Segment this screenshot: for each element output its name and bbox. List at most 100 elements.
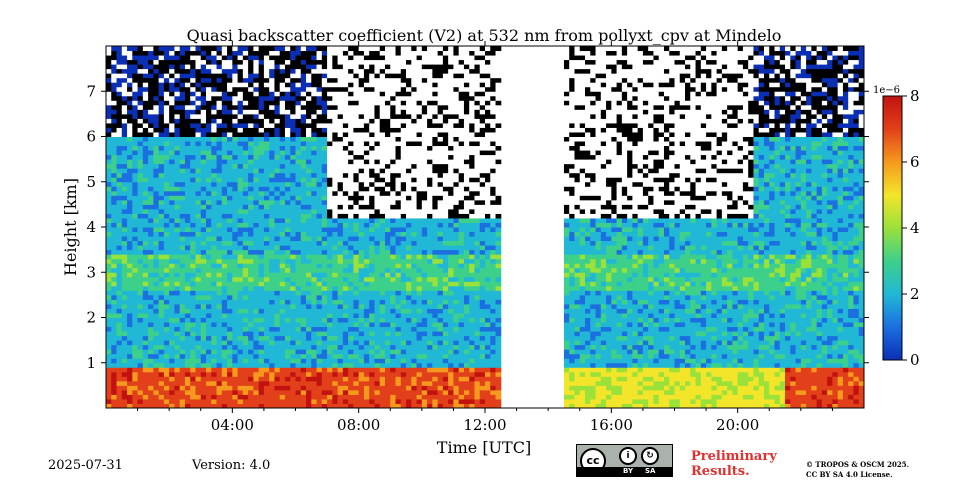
heatmap-cell bbox=[327, 104, 333, 110]
heatmap-cell bbox=[416, 331, 423, 337]
heatmap-cell bbox=[216, 163, 223, 169]
heatmap-cell bbox=[395, 276, 402, 282]
heatmap-cell bbox=[358, 227, 365, 233]
heatmap-cell bbox=[327, 141, 333, 147]
heatmap-cell bbox=[216, 127, 223, 133]
heatmap-cell bbox=[242, 299, 249, 305]
heatmap-cell bbox=[348, 86, 354, 92]
heatmap-cell bbox=[211, 290, 218, 296]
heatmap-cell bbox=[311, 272, 318, 278]
heatmap-cell bbox=[363, 95, 370, 101]
heatmap-cell bbox=[237, 46, 244, 52]
heatmap-cell bbox=[342, 254, 349, 260]
heatmap-cell bbox=[348, 376, 354, 382]
heatmap-cell bbox=[306, 245, 312, 251]
heatmap-cell bbox=[200, 340, 207, 346]
heatmap-cell bbox=[321, 154, 328, 160]
heatmap-cell bbox=[163, 113, 170, 119]
heatmap-cell bbox=[248, 312, 254, 318]
heatmap-cell bbox=[353, 55, 360, 61]
heatmap-cell bbox=[190, 254, 196, 260]
heatmap-cell bbox=[237, 394, 244, 400]
heatmap-cell bbox=[332, 195, 339, 201]
heatmap-cell bbox=[184, 245, 191, 251]
heatmap-cell bbox=[284, 100, 291, 106]
heatmap-cell bbox=[411, 100, 418, 106]
heatmap-cell bbox=[337, 245, 344, 251]
heatmap-cell bbox=[184, 331, 191, 337]
heatmap-cell bbox=[148, 59, 154, 65]
heatmap-cell bbox=[116, 245, 123, 251]
heatmap-cell bbox=[216, 371, 223, 377]
heatmap-cell bbox=[211, 141, 218, 147]
heatmap-cell bbox=[284, 326, 291, 332]
heatmap-cell bbox=[395, 204, 402, 210]
heatmap-cell bbox=[106, 109, 112, 115]
heatmap-cell bbox=[190, 231, 196, 237]
heatmap-cell bbox=[321, 77, 328, 83]
heatmap-cell bbox=[379, 281, 386, 287]
heatmap-cell bbox=[395, 227, 402, 233]
heatmap-cell bbox=[169, 303, 175, 309]
heatmap-cell bbox=[200, 104, 207, 110]
heatmap-cell bbox=[327, 150, 333, 156]
heatmap-cell bbox=[106, 195, 112, 201]
heatmap-cell bbox=[127, 380, 133, 386]
heatmap-cell bbox=[337, 55, 344, 61]
heatmap-cell bbox=[153, 59, 160, 65]
heatmap-cell bbox=[416, 240, 423, 246]
heatmap-cell bbox=[427, 249, 433, 255]
heatmap-cell bbox=[142, 367, 149, 373]
heatmap-cell bbox=[363, 312, 370, 318]
heatmap-cell bbox=[169, 122, 175, 128]
heatmap-cell bbox=[342, 380, 349, 386]
heatmap-cell bbox=[284, 118, 291, 124]
heatmap-cell bbox=[253, 367, 260, 373]
heatmap-cell bbox=[348, 172, 354, 178]
heatmap-cell bbox=[279, 91, 286, 97]
heatmap-cell bbox=[158, 181, 165, 187]
heatmap-cell bbox=[316, 398, 323, 404]
heatmap-cell bbox=[327, 340, 333, 346]
heatmap-cell bbox=[432, 294, 439, 300]
heatmap-cell bbox=[127, 398, 133, 404]
heatmap-cell bbox=[169, 64, 175, 70]
heatmap-cell bbox=[111, 131, 118, 137]
heatmap-cell bbox=[384, 344, 391, 350]
heatmap-cell bbox=[195, 299, 202, 305]
heatmap-cell bbox=[421, 236, 428, 242]
heatmap-cell bbox=[106, 113, 112, 119]
heatmap-cell bbox=[427, 294, 433, 300]
heatmap-cell bbox=[311, 349, 318, 355]
heatmap-cell bbox=[379, 163, 386, 169]
heatmap-cell bbox=[411, 371, 418, 377]
heatmap-cell bbox=[300, 358, 307, 364]
heatmap-cell bbox=[242, 59, 249, 65]
heatmap-cell bbox=[237, 403, 244, 408]
heatmap-cell bbox=[137, 199, 144, 205]
heatmap-cell bbox=[253, 199, 260, 205]
heatmap-cell bbox=[221, 154, 228, 160]
heatmap-cell bbox=[284, 217, 291, 223]
heatmap-cell bbox=[216, 159, 223, 165]
heatmap-cell bbox=[337, 326, 344, 332]
heatmap-cell bbox=[342, 285, 349, 291]
heatmap-cell bbox=[311, 208, 318, 214]
heatmap-cell bbox=[227, 217, 233, 223]
heatmap-cell bbox=[337, 217, 344, 223]
heatmap-cell bbox=[179, 150, 186, 156]
heatmap-cell bbox=[232, 263, 239, 269]
heatmap-cell bbox=[211, 317, 218, 323]
heatmap-cell bbox=[148, 190, 154, 196]
heatmap-cell bbox=[179, 95, 186, 101]
heatmap-cell bbox=[411, 290, 418, 296]
heatmap-cell bbox=[327, 190, 333, 196]
heatmap-cell bbox=[227, 331, 233, 337]
heatmap-cell bbox=[321, 389, 328, 395]
heatmap-cell bbox=[369, 249, 375, 255]
heatmap-cell bbox=[179, 303, 186, 309]
heatmap-cell bbox=[284, 208, 291, 214]
heatmap-cell bbox=[311, 245, 318, 251]
heatmap-cell bbox=[190, 236, 196, 242]
heatmap-cell bbox=[384, 358, 391, 364]
